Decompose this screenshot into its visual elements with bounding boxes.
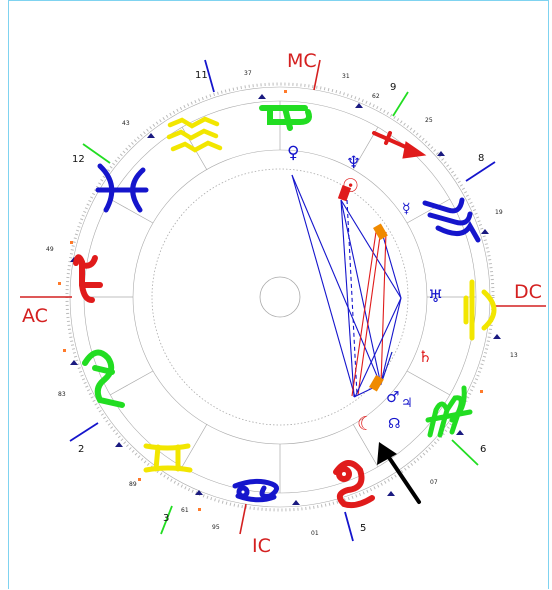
house-number-9: 9 <box>390 82 396 93</box>
virgo-icon <box>425 385 473 438</box>
degree-label: 13 <box>510 352 518 359</box>
saturn-icon: ♄ <box>418 347 432 366</box>
house-number-12: 12 <box>72 154 85 165</box>
uranus-icon: ♅ <box>428 287 443 307</box>
gemini-icon <box>143 443 193 473</box>
degree-label: 31 <box>342 73 350 80</box>
mercury-icon: ☿ <box>402 201 411 217</box>
neptune-icon: ♆ <box>346 153 361 173</box>
degree-label: 95 <box>212 524 220 531</box>
house-number-6: 6 <box>480 444 486 455</box>
panel-frame <box>8 0 549 589</box>
scorpio-icon <box>422 197 481 243</box>
house-number-5: 5 <box>360 523 366 534</box>
planet-markers <box>337 185 388 392</box>
sun-icon: ☉ <box>342 175 359 197</box>
pisces-icon <box>95 163 149 213</box>
degree-label: 62 <box>372 93 380 100</box>
aspect-circle-dotted <box>151 168 409 426</box>
aries-icon <box>73 254 103 303</box>
house-cusps <box>69 59 496 542</box>
aspect-lines <box>291 174 402 398</box>
degree-label: 89 <box>129 481 137 488</box>
venus-icon: ♀ <box>287 143 299 163</box>
mars-icon: ♂ <box>386 388 399 406</box>
center-circle <box>259 276 301 318</box>
ac-label: AC <box>22 305 48 327</box>
libra-icon <box>463 279 497 341</box>
house-number-8: 8 <box>478 153 484 164</box>
zodiac-outer-circle <box>83 100 477 494</box>
degree-label: 19 <box>495 209 503 216</box>
aquarius-icon <box>166 116 223 153</box>
moon-icon: ☾ <box>357 413 374 435</box>
house-number-11: 11 <box>195 70 208 81</box>
leo-icon <box>333 460 375 509</box>
sagittarius-icon <box>372 131 427 159</box>
angle-axes <box>20 59 546 535</box>
house-number-2: 2 <box>78 444 84 455</box>
jupiter-icon: ♃ <box>401 396 413 411</box>
degree-label: 43 <box>122 120 130 127</box>
sign-dividers <box>84 101 476 493</box>
degree-label: 25 <box>425 117 433 124</box>
mc-label: MC <box>287 50 317 72</box>
cancer-icon <box>232 478 279 503</box>
cusp-markers <box>70 94 501 505</box>
degree-label: 83 <box>58 391 66 398</box>
degree-label: 61 <box>181 507 189 514</box>
degree-label: 07 <box>430 479 438 486</box>
ic-label: IC <box>252 535 271 557</box>
degree-label: 01 <box>311 530 319 537</box>
node-icon: ☊ <box>388 416 400 432</box>
taurus-icon <box>82 349 125 408</box>
degree-label: 37 <box>244 70 252 77</box>
pointer-arrow-icon <box>377 442 421 504</box>
capricorn-icon <box>259 105 312 131</box>
dc-label: DC <box>514 281 542 303</box>
zodiac-inner-circle <box>132 149 428 445</box>
house-number-3: 3 <box>163 513 169 524</box>
degree-label: 49 <box>46 246 54 253</box>
